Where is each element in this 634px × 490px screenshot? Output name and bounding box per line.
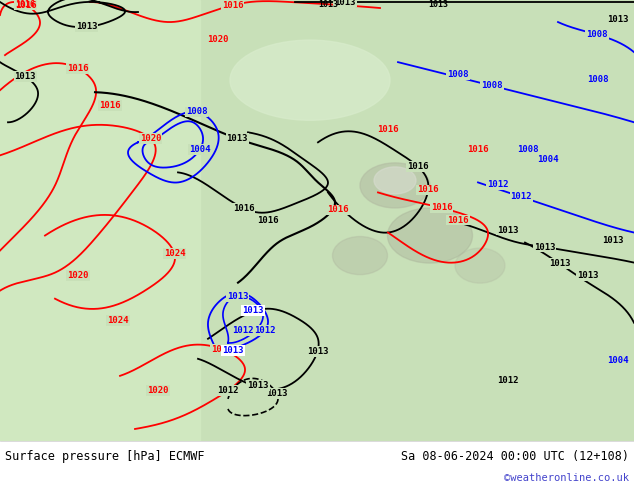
Text: 1013: 1013 [307,347,328,356]
Text: 1008: 1008 [587,75,609,84]
Text: 1008: 1008 [186,107,207,117]
Text: 1008: 1008 [481,81,503,90]
Text: 1013: 1013 [266,389,287,398]
Text: 1013: 1013 [607,15,629,24]
Text: 1013: 1013 [223,346,243,355]
Text: 1016: 1016 [327,205,349,215]
Text: ©weatheronline.co.uk: ©weatheronline.co.uk [504,473,629,483]
Text: 1013: 1013 [534,243,555,251]
Text: 1020: 1020 [67,270,89,280]
Ellipse shape [360,163,430,208]
Text: 1016: 1016 [15,0,35,9]
Text: 1012: 1012 [510,193,532,201]
Text: 1013: 1013 [334,0,356,6]
Text: 1013: 1013 [15,72,36,81]
Text: 1008: 1008 [586,30,608,39]
Text: Sa 08-06-2024 00:00 UTC (12+108): Sa 08-06-2024 00:00 UTC (12+108) [401,449,629,463]
Text: 1013: 1013 [76,23,98,31]
Ellipse shape [230,40,390,120]
Polygon shape [0,0,200,441]
Text: 1016: 1016 [100,101,120,110]
Text: 1016: 1016 [406,162,428,171]
Text: Surface pressure [hPa] ECMWF: Surface pressure [hPa] ECMWF [5,449,205,463]
Text: 1016: 1016 [431,203,453,212]
Text: 1024: 1024 [164,249,185,258]
Text: 1016: 1016 [447,216,469,224]
Text: 1013: 1013 [428,0,448,9]
Text: 1012: 1012 [488,180,508,190]
Text: 1012: 1012 [254,326,276,335]
Text: 1013: 1013 [577,270,598,280]
Text: 1016: 1016 [417,185,439,195]
Text: 1013: 1013 [318,0,338,9]
Text: 1016: 1016 [15,0,37,9]
Text: 1020: 1020 [207,35,229,44]
Ellipse shape [374,167,416,194]
Text: 1020: 1020 [139,134,161,143]
Text: 1012: 1012 [217,386,239,395]
Text: 1016: 1016 [222,0,243,10]
Text: 1004: 1004 [189,145,210,154]
Text: 1013: 1013 [242,306,264,315]
Text: 1013: 1013 [227,292,249,301]
Ellipse shape [387,208,472,263]
Text: 1013: 1013 [602,236,624,245]
Text: 1013: 1013 [247,381,269,390]
Text: 1008: 1008 [517,146,539,154]
Text: 1020: 1020 [211,344,233,354]
Text: 1016: 1016 [467,146,489,154]
Ellipse shape [332,237,387,274]
Text: 1012: 1012 [232,326,254,335]
Text: 1016: 1016 [377,125,399,134]
Text: 1013: 1013 [497,225,519,235]
Text: 1020: 1020 [147,386,169,395]
Text: 1008: 1008 [447,70,469,79]
Text: 1016: 1016 [67,64,88,73]
Ellipse shape [455,248,505,283]
Text: 1004: 1004 [607,356,629,365]
Text: 1016: 1016 [233,203,254,213]
Text: 1016: 1016 [257,216,279,224]
Text: 1013: 1013 [549,259,571,268]
Text: 1004: 1004 [537,155,559,164]
Text: 1013: 1013 [226,134,248,143]
Text: 1012: 1012 [497,376,519,385]
Text: 1024: 1024 [107,316,129,325]
